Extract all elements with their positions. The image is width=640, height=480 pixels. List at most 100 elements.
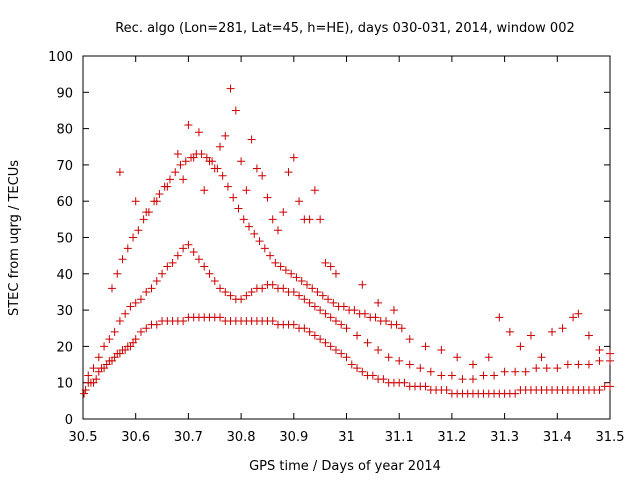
data-point bbox=[123, 244, 132, 253]
data-point bbox=[305, 327, 314, 336]
data-point bbox=[216, 142, 225, 151]
data-point bbox=[326, 262, 335, 271]
data-point bbox=[136, 327, 145, 336]
data-point bbox=[316, 335, 325, 344]
data-point bbox=[250, 229, 259, 238]
y-tick-label: 90 bbox=[56, 86, 73, 101]
data-point bbox=[405, 335, 414, 344]
data-point bbox=[453, 353, 462, 362]
x-tick-label: 30.9 bbox=[279, 430, 308, 445]
y-tick-label: 80 bbox=[56, 123, 73, 138]
data-point bbox=[321, 309, 330, 318]
plot-frame bbox=[82, 55, 611, 420]
data-point bbox=[226, 291, 235, 300]
data-point bbox=[606, 349, 614, 358]
data-point bbox=[337, 320, 346, 329]
data-point bbox=[216, 313, 225, 322]
data-point bbox=[197, 150, 206, 159]
data-point bbox=[289, 320, 298, 329]
data-point bbox=[89, 364, 98, 373]
data-point bbox=[295, 291, 304, 300]
data-point bbox=[231, 106, 240, 115]
data-point bbox=[360, 309, 369, 318]
data-points bbox=[80, 84, 614, 398]
data-point bbox=[458, 375, 467, 384]
x-tick-label: 31.4 bbox=[543, 430, 572, 445]
data-point bbox=[131, 335, 140, 344]
data-point bbox=[353, 331, 362, 340]
data-point bbox=[350, 306, 359, 315]
data-point bbox=[184, 120, 193, 129]
y-tick-label: 60 bbox=[56, 195, 73, 210]
data-point bbox=[268, 280, 277, 289]
data-point bbox=[221, 287, 230, 296]
data-point bbox=[110, 327, 119, 336]
data-point bbox=[310, 186, 319, 195]
data-point bbox=[516, 342, 525, 351]
data-point bbox=[468, 360, 477, 369]
data-point bbox=[289, 287, 298, 296]
data-point bbox=[606, 356, 614, 365]
chart-title: Rec. algo (Lon=281, Lat=45, h=HE), days … bbox=[115, 21, 575, 36]
series-2 bbox=[84, 240, 614, 384]
data-point bbox=[273, 226, 282, 235]
data-point bbox=[308, 284, 317, 293]
data-point bbox=[168, 258, 177, 267]
data-point bbox=[353, 364, 362, 373]
data-point bbox=[258, 284, 267, 293]
data-point bbox=[442, 385, 451, 394]
data-point bbox=[310, 302, 319, 311]
data-point bbox=[255, 237, 264, 246]
data-point bbox=[200, 186, 209, 195]
data-point bbox=[165, 175, 174, 184]
data-point bbox=[321, 338, 330, 347]
series-3 bbox=[107, 150, 406, 333]
data-point bbox=[152, 197, 161, 206]
data-point bbox=[379, 375, 388, 384]
data-point bbox=[606, 382, 614, 391]
data-point bbox=[447, 371, 456, 380]
data-point bbox=[237, 295, 246, 304]
data-point bbox=[397, 324, 406, 333]
data-point bbox=[358, 367, 367, 376]
data-point bbox=[194, 128, 203, 137]
data-point bbox=[553, 364, 562, 373]
y-tick-label: 70 bbox=[56, 159, 73, 174]
data-point bbox=[426, 367, 435, 376]
x-tick-label: 30.7 bbox=[174, 430, 203, 445]
data-point bbox=[179, 244, 188, 253]
x-tick-label: 30.6 bbox=[121, 430, 150, 445]
data-point bbox=[316, 215, 325, 224]
data-point bbox=[326, 313, 335, 322]
data-point bbox=[81, 385, 90, 394]
data-point bbox=[155, 189, 164, 198]
data-point bbox=[142, 324, 151, 333]
data-point bbox=[105, 335, 114, 344]
data-point bbox=[279, 208, 288, 217]
data-point bbox=[131, 197, 140, 206]
data-point bbox=[176, 160, 185, 169]
data-point bbox=[237, 157, 246, 166]
data-point bbox=[384, 353, 393, 362]
data-point bbox=[218, 171, 227, 180]
data-point bbox=[276, 262, 285, 271]
x-tick-label: 30.8 bbox=[227, 430, 256, 445]
data-point bbox=[268, 215, 277, 224]
x-tick-label: 30.5 bbox=[69, 430, 98, 445]
data-point bbox=[305, 298, 314, 307]
data-point bbox=[279, 284, 288, 293]
data-point bbox=[245, 222, 254, 231]
data-point bbox=[382, 316, 391, 325]
data-point bbox=[152, 320, 161, 329]
data-point bbox=[347, 360, 356, 369]
data-point bbox=[210, 164, 219, 173]
data-point bbox=[115, 316, 124, 325]
data-point bbox=[331, 269, 340, 278]
data-point bbox=[252, 164, 261, 173]
y-tick-label: 40 bbox=[56, 268, 73, 283]
data-point bbox=[100, 342, 109, 351]
data-point bbox=[189, 153, 198, 162]
data-point bbox=[374, 298, 383, 307]
data-point bbox=[395, 356, 404, 365]
data-point bbox=[392, 320, 401, 329]
